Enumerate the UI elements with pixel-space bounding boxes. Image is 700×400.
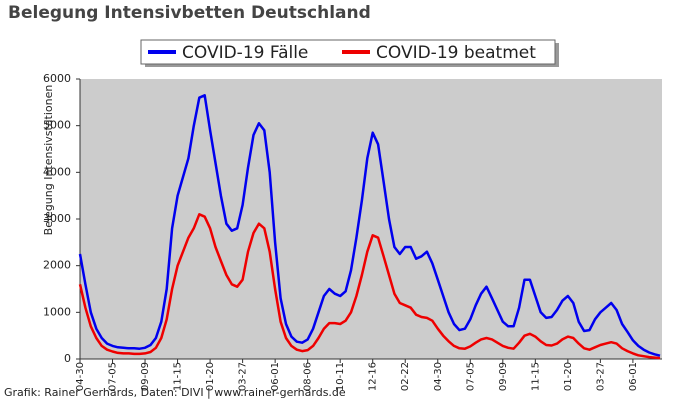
x-tick-label: 03-27 bbox=[595, 362, 606, 391]
y-tick-label: 0 bbox=[64, 352, 71, 365]
x-tick-label: 04-30 bbox=[433, 362, 444, 391]
legend-label: COVID-19 beatmet bbox=[376, 43, 536, 63]
series-line bbox=[78, 94, 661, 357]
x-tick-label: 11-15 bbox=[530, 362, 541, 391]
y-tick-label: 4000 bbox=[43, 165, 71, 178]
y-tick-label: 1000 bbox=[43, 305, 71, 318]
x-tick-label: 07-05 bbox=[108, 362, 119, 391]
x-tick-label: 06-01 bbox=[628, 362, 639, 391]
y-tick-label: 6000 bbox=[43, 72, 71, 85]
x-tick-label: 04-30 bbox=[75, 362, 86, 391]
series-line bbox=[78, 213, 661, 360]
footer: Grafik: Rainer Gerhards, Daten: DIVI | w… bbox=[4, 386, 346, 399]
y-tick-label: 5000 bbox=[43, 119, 71, 132]
x-tick-label: 09-09 bbox=[498, 362, 509, 391]
y-tick-label: 2000 bbox=[43, 259, 71, 272]
x-tick-label: 07-05 bbox=[465, 362, 476, 391]
x-tick-label: 10-11 bbox=[335, 362, 346, 391]
x-tick-label: 03-27 bbox=[238, 362, 249, 391]
plot-area bbox=[80, 79, 662, 359]
x-tick-label: 01-20 bbox=[205, 362, 216, 391]
x-tick-label: 06-01 bbox=[270, 362, 281, 391]
legend-label: COVID-19 Fälle bbox=[182, 43, 308, 63]
x-tick-label: 01-20 bbox=[563, 362, 574, 391]
chart-title: Belegung Intensivbetten Deutschland bbox=[8, 3, 371, 23]
x-tick-label: 12-16 bbox=[368, 362, 379, 391]
x-tick-label: 02-22 bbox=[400, 362, 411, 391]
y-axis-label: Belegung Intensivstationen bbox=[42, 85, 55, 236]
x-tick-label: 11-15 bbox=[173, 362, 184, 391]
x-tick-label: 08-06 bbox=[303, 362, 314, 391]
y-tick-label: 3000 bbox=[43, 212, 71, 225]
x-tick-label: 09-09 bbox=[140, 362, 151, 391]
